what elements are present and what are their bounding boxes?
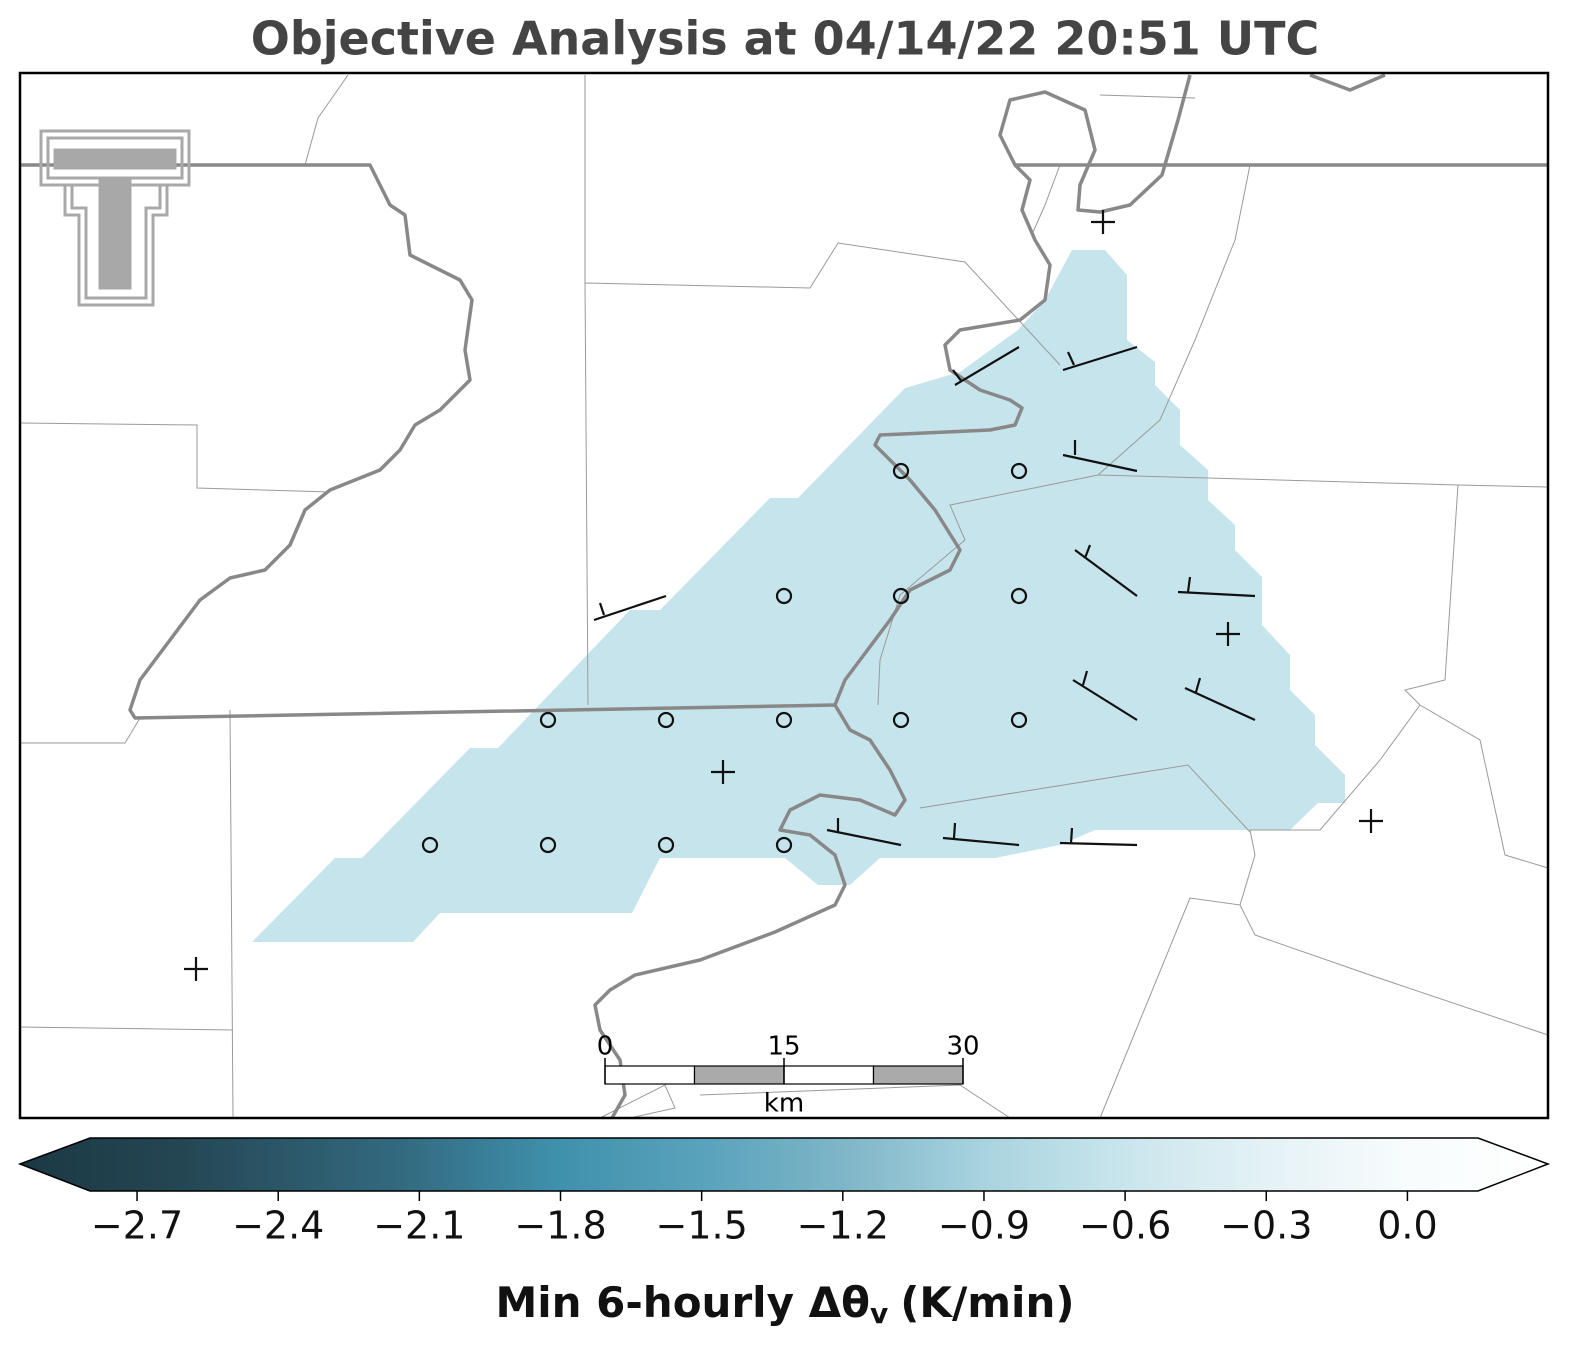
colorbar-tick-label: −2.7 bbox=[91, 1204, 183, 1248]
colorbar-tick-label: −1.2 bbox=[797, 1204, 889, 1248]
scale-segment bbox=[604, 1065, 696, 1085]
logo bbox=[39, 129, 191, 307]
colorbar-label: Min 6-hourly Δθv (K/min) bbox=[495, 1278, 1074, 1331]
scale-tick-label: 30 bbox=[946, 1032, 979, 1062]
colorbar-tick-label: −0.6 bbox=[1079, 1204, 1171, 1248]
colorbar-tick-label: −2.4 bbox=[232, 1204, 324, 1248]
analysis-fill bbox=[252, 250, 1345, 942]
map bbox=[18, 71, 1550, 1120]
colorbar-tick-label: −0.9 bbox=[938, 1204, 1030, 1248]
colorbar-tick-label: −0.3 bbox=[1220, 1204, 1312, 1248]
colorbar-tick-label: −1.8 bbox=[514, 1204, 606, 1248]
scale-segment bbox=[693, 1065, 785, 1085]
label-subscript: v bbox=[870, 1297, 888, 1330]
colorbar-tick-label: −2.1 bbox=[373, 1204, 465, 1248]
colorbar-tick-label: −1.5 bbox=[656, 1204, 748, 1248]
title: Objective Analysis at 04/14/22 20:51 UTC bbox=[251, 12, 1320, 66]
label-main: Min 6-hourly Δθ bbox=[495, 1278, 870, 1327]
map-frame bbox=[18, 71, 1550, 1120]
scale-bar: 0 15 30 km bbox=[597, 1032, 980, 1119]
scale-segment bbox=[872, 1065, 964, 1085]
rivers-borders bbox=[20, 73, 1548, 1119]
scale-tick-label: 15 bbox=[767, 1032, 800, 1062]
scale-tick-label: 0 bbox=[597, 1032, 614, 1062]
county-lines bbox=[19, 74, 1549, 1119]
colorbar-ticks: −2.7 −2.4 −2.1 −1.8 −1.5 −1.2 −0.9 −0.6 −0.3 0.0 bbox=[91, 1191, 1438, 1248]
scale-segment bbox=[783, 1065, 875, 1085]
colorbar bbox=[17, 1137, 1551, 1192]
scale-unit: km bbox=[764, 1089, 804, 1119]
label-unit: (K/min) bbox=[900, 1278, 1074, 1327]
colorbar-tick-label: 0.0 bbox=[1377, 1204, 1437, 1248]
stations bbox=[184, 210, 1383, 981]
